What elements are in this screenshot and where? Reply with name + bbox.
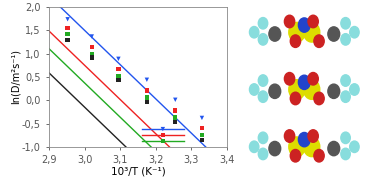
Circle shape [328,141,340,156]
Point [172,121,178,124]
Circle shape [290,149,301,162]
Circle shape [341,75,350,86]
Circle shape [290,92,301,105]
Circle shape [341,91,350,102]
Point [89,56,95,59]
Circle shape [341,18,350,29]
Circle shape [314,149,324,162]
Point [89,52,95,55]
Point [65,38,71,41]
Circle shape [269,84,281,98]
Point [172,116,178,119]
Circle shape [350,141,359,153]
Circle shape [258,18,268,29]
Point [160,134,166,137]
Circle shape [289,22,305,42]
Circle shape [258,148,268,160]
Circle shape [341,148,350,160]
Point [160,140,166,143]
Circle shape [308,130,318,142]
Circle shape [249,141,259,153]
Point [115,68,121,71]
Point [144,96,150,99]
Point [65,33,71,36]
Point [172,109,178,112]
Point [65,27,71,30]
Circle shape [249,84,259,95]
Circle shape [284,130,295,142]
Circle shape [314,35,324,47]
Circle shape [308,15,318,28]
Circle shape [284,72,295,85]
Y-axis label: ln(D/m²s⁻¹): ln(D/m²s⁻¹) [11,49,20,105]
Point [144,89,150,92]
Point [65,18,71,21]
Point [199,117,205,119]
Circle shape [298,132,310,147]
Circle shape [298,18,310,32]
Point [115,78,121,81]
Point [144,101,150,103]
Point [199,138,205,141]
Point [144,78,150,81]
Circle shape [341,34,350,45]
Circle shape [350,84,359,95]
Circle shape [258,132,268,144]
Circle shape [328,84,340,98]
Circle shape [289,137,305,157]
Circle shape [328,27,340,41]
Point [199,127,205,130]
Circle shape [269,27,281,41]
Circle shape [341,132,350,144]
Point [199,134,205,137]
Circle shape [304,137,320,157]
Circle shape [258,34,268,45]
Circle shape [258,75,268,86]
Circle shape [314,92,324,105]
Point [172,98,178,101]
Circle shape [289,80,305,99]
Circle shape [308,72,318,85]
Circle shape [304,22,320,42]
Point [89,35,95,38]
Circle shape [298,75,310,90]
Point [115,57,121,60]
Circle shape [350,26,359,38]
Point [160,128,166,130]
Circle shape [258,91,268,102]
X-axis label: 10³/T (K⁻¹): 10³/T (K⁻¹) [111,166,165,176]
Circle shape [249,26,259,38]
Point [115,75,121,78]
Circle shape [304,80,320,99]
Circle shape [290,35,301,47]
Circle shape [269,141,281,156]
Point [89,45,95,48]
Circle shape [284,15,295,28]
